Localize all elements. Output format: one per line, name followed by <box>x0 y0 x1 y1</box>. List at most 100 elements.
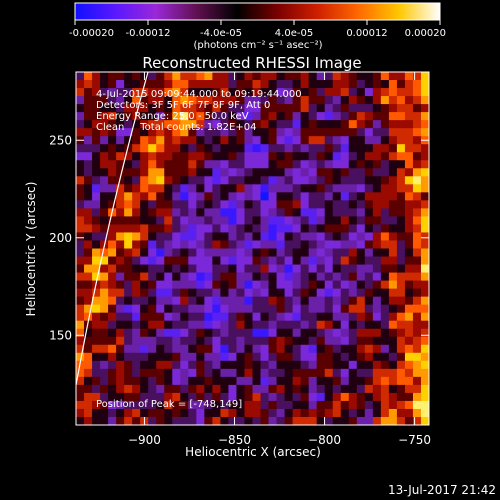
heatmap-cell <box>220 288 230 298</box>
heatmap-cell <box>148 240 157 250</box>
heatmap-cell <box>164 272 173 282</box>
heatmap-cell <box>84 328 93 338</box>
heatmap-cell <box>388 168 398 177</box>
heatmap-cell <box>284 136 294 145</box>
heatmap-cell <box>244 408 254 418</box>
heatmap-cell <box>308 80 318 89</box>
heatmap-cell <box>196 200 205 209</box>
heatmap-cell <box>244 280 254 290</box>
heatmap-cell <box>332 208 342 218</box>
heatmap-cell <box>380 232 390 242</box>
heatmap-cell <box>220 136 230 145</box>
heatmap-cell <box>156 128 165 137</box>
heatmap-cell <box>132 312 141 322</box>
heatmap-cell <box>284 184 294 193</box>
heatmap-cell <box>108 312 117 322</box>
heatmap-cell <box>412 200 422 209</box>
heatmap-cell <box>164 136 173 145</box>
heatmap-cell <box>76 216 85 226</box>
heatmap-cell <box>100 120 109 129</box>
heatmap-cell <box>396 280 406 290</box>
heatmap-cell <box>140 96 149 105</box>
heatmap-cell <box>228 256 238 266</box>
heatmap-cell <box>388 312 398 322</box>
heatmap-cell <box>172 128 181 137</box>
heatmap-cell <box>156 120 165 129</box>
heatmap-cell <box>220 312 230 322</box>
heatmap-cell <box>324 208 334 218</box>
heatmap-cell <box>196 336 205 346</box>
heatmap-cell <box>316 184 326 193</box>
heatmap-cell <box>348 240 358 250</box>
heatmap-cell <box>220 328 230 338</box>
heatmap-cell <box>92 248 101 258</box>
heatmap-cell <box>100 200 109 209</box>
heatmap-cell <box>396 248 406 258</box>
heatmap-cell <box>196 264 205 274</box>
heatmap-cell <box>252 360 262 370</box>
heatmap-cell <box>172 312 181 322</box>
heatmap-cell <box>260 376 270 386</box>
heatmap-cell <box>212 368 222 378</box>
heatmap-cell <box>284 360 294 370</box>
heatmap-cell <box>372 120 382 129</box>
heatmap-cell <box>116 336 125 346</box>
heatmap-cell <box>92 272 101 282</box>
heatmap-cell <box>348 248 358 258</box>
heatmap-cell <box>268 408 278 418</box>
heatmap-cell <box>76 384 85 394</box>
heatmap-cell <box>292 384 302 394</box>
heatmap-cell <box>132 336 141 346</box>
heatmap-cell <box>308 400 318 410</box>
heatmap-cell <box>308 336 318 346</box>
heatmap-cell <box>84 200 93 209</box>
heatmap-cell <box>140 168 149 177</box>
heatmap-cell <box>180 168 189 177</box>
heatmap-cell <box>204 312 213 322</box>
heatmap-cell <box>292 104 302 113</box>
heatmap-cell <box>332 288 342 298</box>
heatmap-cell <box>412 336 422 346</box>
heatmap-cell <box>356 208 366 218</box>
heatmap-cell <box>124 144 133 153</box>
heatmap-cell <box>356 152 366 161</box>
heatmap-cell <box>252 392 262 402</box>
heatmap-cell <box>332 304 342 314</box>
heatmap-cell <box>420 224 429 234</box>
heatmap-cell <box>140 160 149 169</box>
heatmap-cell <box>140 400 149 410</box>
heatmap-cell <box>92 200 101 209</box>
heatmap-cell <box>412 240 422 250</box>
heatmap-cell <box>292 344 302 354</box>
heatmap-cell <box>308 416 318 425</box>
heatmap-cell <box>260 336 270 346</box>
heatmap-cell <box>308 200 318 209</box>
heatmap-cell <box>284 144 294 153</box>
heatmap-cell <box>180 328 189 338</box>
heatmap-cell <box>116 104 125 113</box>
heatmap-cell <box>404 312 414 322</box>
heatmap-cell <box>116 240 125 250</box>
heatmap-cell <box>372 392 382 402</box>
heatmap-cell <box>252 72 262 81</box>
heatmap-cell <box>380 368 390 378</box>
heatmap-cell <box>380 376 390 386</box>
heatmap-cell <box>188 160 197 169</box>
heatmap-cell <box>212 328 222 338</box>
heatmap-cell <box>172 152 181 161</box>
heatmap-cell <box>236 232 246 242</box>
heatmap-cell <box>220 240 230 250</box>
heatmap-cell <box>76 296 85 306</box>
heatmap-cell <box>188 184 197 193</box>
heatmap-cell <box>332 184 342 193</box>
heatmap-cell <box>156 176 165 185</box>
heatmap-cell <box>332 232 342 242</box>
heatmap-cell <box>260 344 270 354</box>
heatmap-cell <box>156 376 165 386</box>
heatmap-cell <box>340 152 350 161</box>
heatmap-cell <box>236 128 246 137</box>
heatmap-cell <box>324 248 334 258</box>
heatmap-cell <box>228 104 238 113</box>
heatmap-cell <box>348 312 358 322</box>
heatmap-cell <box>124 296 133 306</box>
